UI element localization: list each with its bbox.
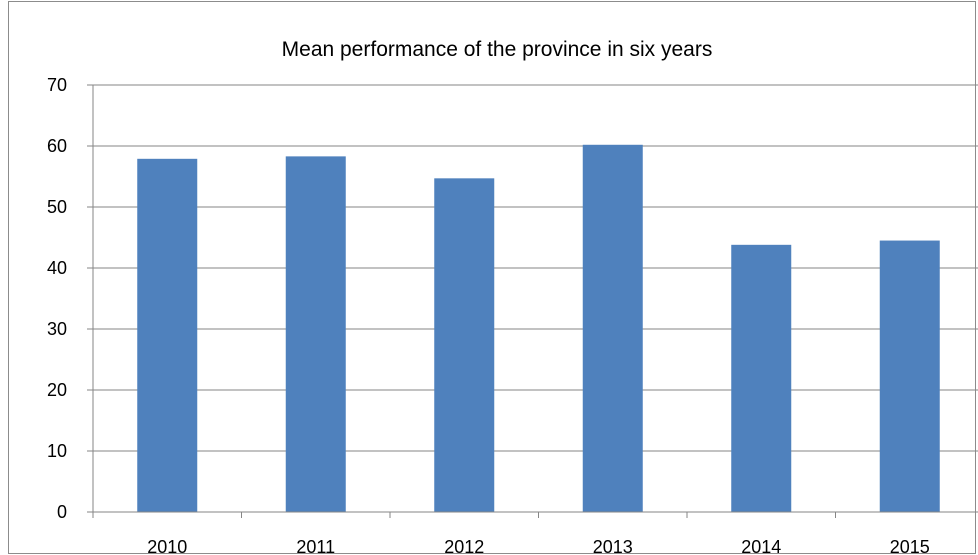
y-axis-tick-labels: 0 10 20 30 40 50 60 70: [47, 75, 67, 522]
bar-2012: [434, 178, 495, 512]
bar-2014: [731, 244, 792, 512]
bar-2011: [285, 156, 346, 512]
x-tick-label: 2012: [444, 537, 484, 555]
y-tick-label: 0: [57, 502, 67, 522]
x-tick-label: 2013: [593, 537, 633, 555]
y-tick-label: 20: [47, 380, 67, 400]
grid-lines: [93, 84, 978, 452]
bar-2010: [137, 158, 198, 512]
y-tick-label: 60: [47, 136, 67, 156]
x-tick-label: 2014: [741, 537, 781, 555]
y-tick-label: 50: [47, 197, 67, 217]
y-tick-label: 70: [47, 75, 67, 95]
chart-title: Mean performance of the province in six …: [282, 38, 713, 61]
y-tick-label: 40: [47, 258, 67, 278]
x-tick-label: 2010: [147, 537, 187, 555]
x-axis-tick-labels: 2010 2011 2012 2013 2014 2015: [147, 537, 930, 555]
bar-2015: [879, 240, 940, 513]
bar-2013: [582, 144, 643, 512]
axes: [87, 84, 978, 518]
y-tick-label: 10: [47, 441, 67, 461]
bars: [137, 144, 940, 513]
y-tick-label: 30: [47, 319, 67, 339]
x-tick-label: 2011: [296, 537, 335, 555]
x-tick-label: 2015: [890, 537, 930, 555]
